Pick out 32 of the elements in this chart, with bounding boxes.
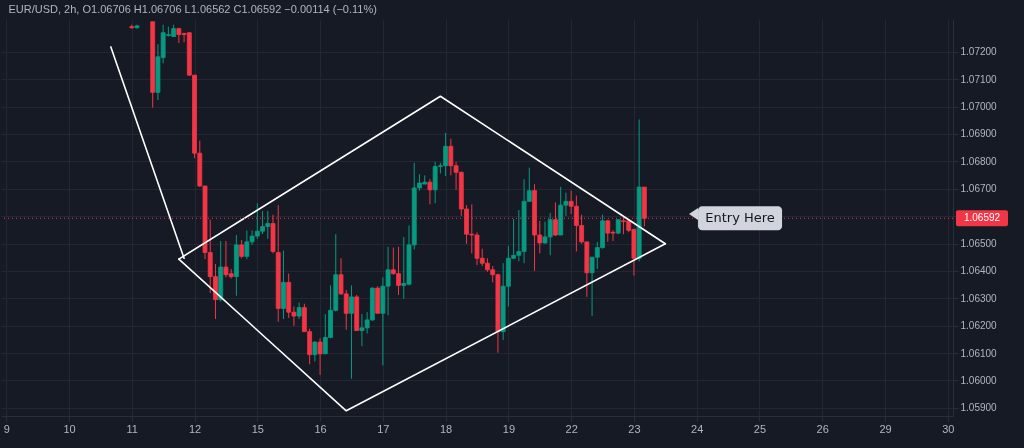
x-tick-label: 23 (628, 422, 641, 435)
x-tick-label: 11 (126, 422, 138, 435)
x-tick-label: 9 (3, 422, 10, 435)
x-tick-label: 24 (691, 422, 704, 435)
x-tick-label: 30 (942, 422, 955, 435)
y-tick-label: 1.06800 (960, 155, 998, 167)
x-tick-label: 15 (251, 422, 264, 435)
y-tick-label: 1.06000 (960, 374, 998, 386)
x-tick-label: 18 (439, 422, 453, 435)
y-tick-label: 1.06400 (960, 265, 998, 277)
y-tick-label: 1.06200 (960, 320, 998, 332)
y-tick-label: 1.06900 (960, 128, 998, 140)
y-tick-label: 1.06300 (960, 292, 998, 304)
x-tick-label: 10 (63, 422, 76, 435)
y-tick-label: 1.06700 (960, 183, 998, 195)
x-tick-label: 12 (188, 422, 202, 435)
annotation: Entry Here (705, 210, 775, 226)
y-tick-label: 1.06500 (960, 238, 998, 250)
x-tick-label: 16 (314, 422, 327, 435)
x-tick-label: 26 (816, 422, 829, 435)
x-tick-label: 22 (565, 422, 578, 435)
x-tick-label: 25 (753, 422, 767, 435)
y-tick-label: 1.05900 (960, 402, 998, 414)
y-tick-label: 1.07000 (960, 101, 998, 113)
x-tick-label: 17 (377, 422, 390, 435)
x-tick-label: 19 (502, 422, 516, 435)
y-tick-label: 1.07200 (960, 46, 998, 58)
chart-title: EUR/USD, 2h, O1.06706 H1.06706 L1.06562 C1.06592 −0.00114 (−0.11%) (8, 3, 377, 15)
x-tick-label: 29 (879, 422, 892, 435)
y-tick-label: 1.07100 (960, 73, 998, 85)
y-tick-label: 1.06100 (960, 347, 998, 359)
ref-line-label: 1.06592 (963, 212, 1001, 224)
